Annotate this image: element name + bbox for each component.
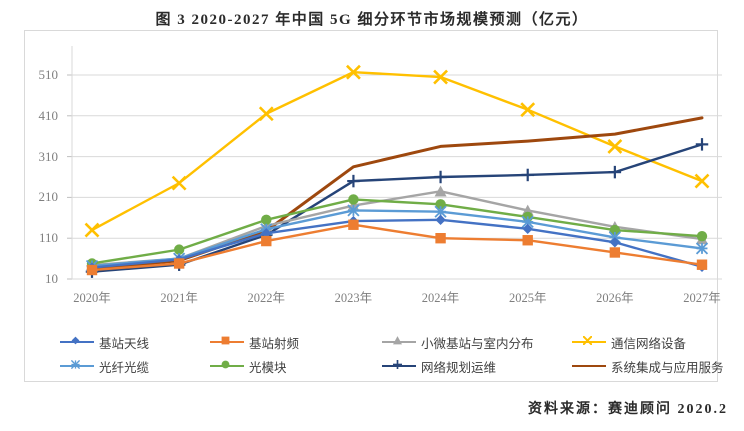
legend-item-4[interactable]: 光纤光缆 <box>60 357 210 376</box>
legend-item-6[interactable]: 网络规划运维 <box>382 357 572 376</box>
chart-legend: 基站天线 基站射频 小微基站与室内分布 通信网络设备光纤光缆 光模块 网络规划运维 系统集成… <box>60 330 730 378</box>
x-axis-tick: 2026年 <box>596 291 634 305</box>
legend-label: 光模块 <box>249 359 287 375</box>
legend-item-0[interactable]: 基站天线 <box>60 333 210 352</box>
legend-marker-diamond-icon <box>60 336 94 348</box>
legend-label: 网络规划运维 <box>421 359 497 375</box>
legend-label: 系统集成与应用服务 <box>611 359 724 375</box>
legend-marker-star-icon <box>60 360 94 372</box>
y-axis-tick: 10 <box>45 271 58 286</box>
y-axis-tick: 110 <box>38 230 58 246</box>
legend-item-7[interactable]: 系统集成与应用服务 <box>572 357 732 376</box>
x-axis-tick: 2021年 <box>160 291 198 305</box>
x-axis-tick: 2025年 <box>508 291 547 305</box>
y-axis-tick: 210 <box>38 189 59 205</box>
x-axis-tick: 2022年 <box>247 291 286 305</box>
legend-label: 光纤光缆 <box>99 359 150 375</box>
legend-label: 小微基站与室内分布 <box>421 335 534 351</box>
x-axis-tick: 2024年 <box>421 291 460 305</box>
legend-item-2[interactable]: 小微基站与室内分布 <box>382 333 572 352</box>
y-axis-tick: 310 <box>38 148 59 164</box>
source-note: 资料来源：赛迪顾问 2020.2 <box>528 402 728 417</box>
legend-marker-triangle-icon <box>382 336 416 348</box>
page-title: 图 3 2020-2027 年中国 5G 细分环节市场规模预测（亿元） <box>155 12 589 28</box>
legend-marker-none-icon <box>572 360 606 372</box>
legend-item-3[interactable]: 通信网络设备 <box>572 333 732 352</box>
legend-label: 通信网络设备 <box>611 335 687 351</box>
y-axis-tick: 410 <box>38 107 59 123</box>
legend-label: 基站天线 <box>99 335 150 351</box>
legend-item-1[interactable]: 基站射频 <box>210 333 382 352</box>
x-axis-tick: 2027年 <box>683 291 721 305</box>
legend-item-5[interactable]: 光模块 <box>210 357 382 376</box>
legend-marker-plus-icon <box>382 360 416 372</box>
x-axis-tick: 2020年 <box>73 291 111 305</box>
legend-marker-square-icon <box>210 336 244 348</box>
legend-marker-circle-icon <box>210 360 244 372</box>
legend-label: 基站射频 <box>249 335 300 351</box>
x-axis-tick: 2023年 <box>334 291 373 305</box>
legend-marker-cross-icon <box>572 336 606 348</box>
y-axis-tick: 510 <box>38 67 59 82</box>
